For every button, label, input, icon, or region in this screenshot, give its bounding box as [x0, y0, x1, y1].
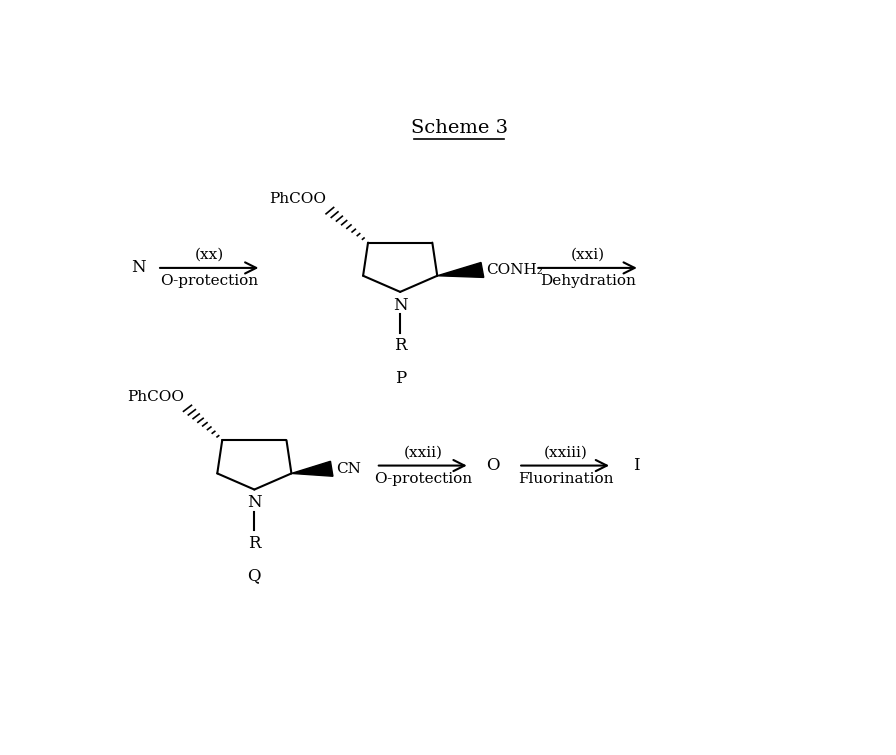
Text: P: P: [394, 370, 406, 387]
Text: N: N: [131, 260, 146, 276]
Text: O: O: [486, 457, 499, 474]
Text: PhCOO: PhCOO: [127, 390, 184, 404]
Text: (xxi): (xxi): [571, 248, 605, 261]
Text: O-protection: O-protection: [374, 472, 472, 486]
Text: Q: Q: [247, 568, 261, 584]
Text: CONH₂: CONH₂: [487, 263, 544, 277]
Text: R: R: [394, 337, 407, 354]
Text: N: N: [392, 297, 408, 313]
Text: (xx): (xx): [194, 248, 224, 261]
Text: Dehydration: Dehydration: [539, 274, 635, 288]
Text: N: N: [247, 495, 262, 511]
Text: Fluorination: Fluorination: [518, 472, 613, 486]
Text: R: R: [248, 535, 261, 552]
Polygon shape: [291, 461, 333, 476]
Text: I: I: [633, 457, 640, 474]
Text: (xxiii): (xxiii): [544, 445, 588, 459]
Text: PhCOO: PhCOO: [270, 192, 326, 206]
Text: CN: CN: [336, 462, 361, 476]
Polygon shape: [437, 263, 484, 277]
Text: (xxii): (xxii): [403, 445, 443, 459]
Text: O-protection: O-protection: [160, 274, 258, 288]
Text: Scheme 3: Scheme 3: [410, 119, 508, 137]
